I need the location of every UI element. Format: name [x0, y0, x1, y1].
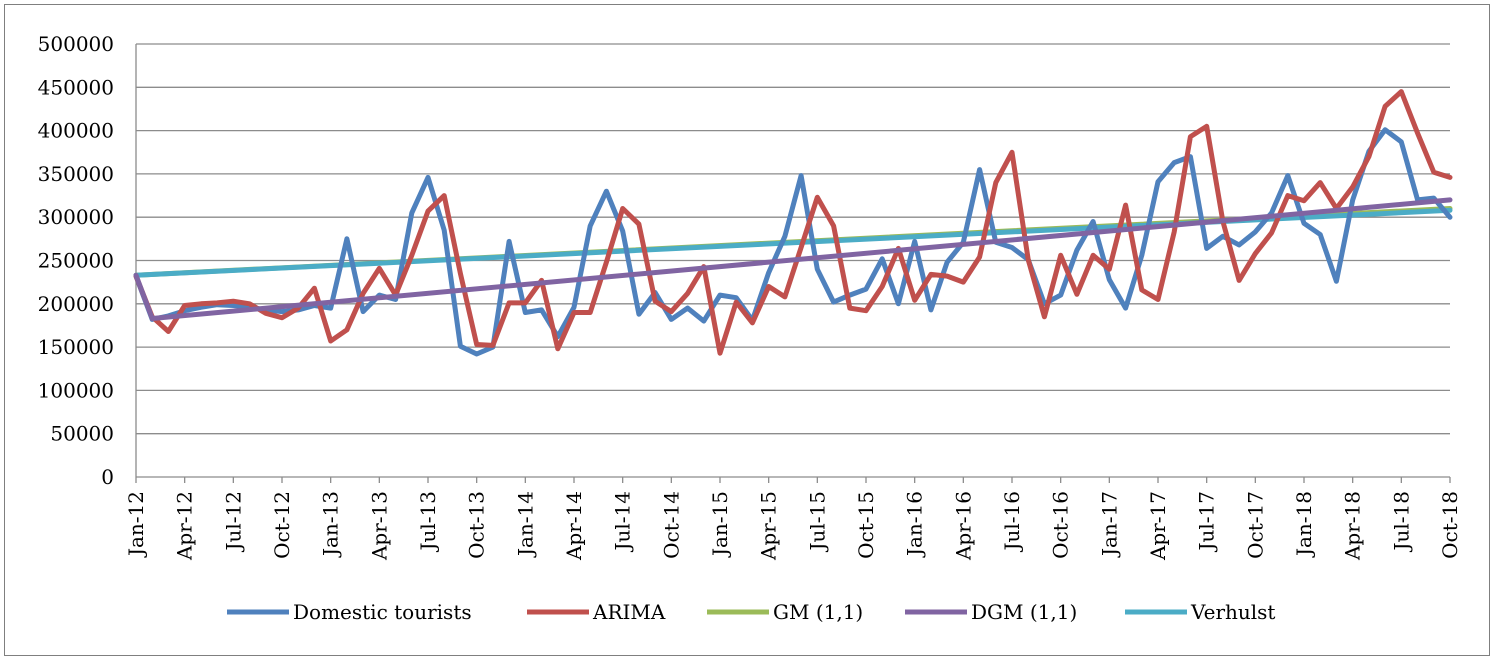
x-tick-label: Apr-17: [1146, 491, 1170, 561]
x-tick-label: Jul-12: [221, 491, 245, 553]
y-axis: 0 50000 100000 150000 200000 250000 300000 3500…: [38, 32, 137, 489]
legend-label: Domestic tourists: [293, 600, 472, 624]
x-tick-label: Oct-17: [1243, 491, 1267, 559]
y-tick-label: 400000: [38, 119, 114, 143]
legend: Domestic tourists ARIMA GM (1,1) DGM (1,1) V…: [227, 600, 1275, 624]
y-tick-label: 350000: [38, 162, 114, 186]
x-tick-label: Oct-16: [1049, 491, 1073, 559]
series-line-arima: [133, 89, 1453, 356]
x-tick-label: Jan-18: [1292, 491, 1316, 558]
series-lines: [133, 89, 1453, 357]
x-axis: Jan-12 Apr-12 Jul-12 Oct-12 Jan-13 Apr-13 Jul-…: [124, 477, 1462, 561]
x-tick-label: Jan-16: [903, 491, 927, 558]
x-tick-label: Apr-13: [367, 491, 391, 561]
x-tick-label: Apr-14: [562, 491, 586, 561]
legend-item-arima: ARIMA: [527, 600, 666, 624]
legend-item-gm-1-1: GM (1,1): [707, 600, 863, 624]
legend-label: ARIMA: [592, 600, 666, 624]
x-tick-label: Jan-17: [1097, 491, 1121, 558]
x-tick-label: Oct-18: [1438, 491, 1462, 559]
y-tick-label: 100000: [38, 378, 114, 402]
x-tick-label: Apr-16: [951, 491, 975, 561]
chart-frame: 0 50000 100000 150000 200000 250000 300000 3500…: [4, 4, 1490, 656]
line-chart: 0 50000 100000 150000 200000 250000 300000 3500…: [38, 32, 1462, 624]
x-tick-label: Jul-17: [1195, 491, 1219, 553]
x-tick-label: Oct-13: [465, 491, 489, 559]
x-tick-label: Jul-13: [416, 491, 440, 553]
legend-item-dgm-1-1: DGM (1,1): [905, 600, 1077, 624]
y-tick-label: 450000: [38, 75, 114, 99]
y-tick-label: 500000: [38, 32, 114, 56]
y-tick-label: 50000: [50, 422, 114, 446]
legend-item-domestic-tourists: Domestic tourists: [227, 600, 472, 624]
y-tick-label: 150000: [38, 335, 114, 359]
x-tick-label: Jan-12: [124, 491, 148, 558]
y-tick-label: 0: [101, 465, 114, 489]
x-tick-label: Oct-15: [854, 491, 878, 559]
x-tick-label: Jul-14: [611, 491, 635, 553]
y-tick-label: 200000: [38, 292, 114, 316]
legend-label: Verhulst: [1190, 600, 1275, 624]
series-line-domestic-tourists: [133, 127, 1453, 357]
x-tick-label: Oct-12: [270, 491, 294, 559]
series-line-dgm-1-1: [133, 197, 1453, 322]
legend-label: DGM (1,1): [971, 600, 1077, 624]
x-tick-label: Apr-15: [757, 491, 781, 561]
x-tick-label: Apr-18: [1341, 491, 1365, 561]
y-tick-label: 250000: [38, 249, 114, 273]
y-tick-label: 300000: [38, 205, 114, 229]
x-tick-label: Jan-14: [513, 491, 537, 558]
x-tick-label: Jul-18: [1389, 491, 1413, 553]
x-tick-label: Jul-16: [1000, 491, 1024, 553]
x-tick-label: Jul-15: [805, 491, 829, 553]
x-tick-label: Jan-13: [319, 491, 343, 558]
x-tick-label: Jan-15: [708, 491, 732, 558]
legend-item-verhulst: Verhulst: [1125, 600, 1275, 624]
x-tick-label: Oct-14: [659, 491, 683, 559]
legend-label: GM (1,1): [773, 600, 863, 624]
x-tick-label: Apr-12: [173, 491, 197, 561]
